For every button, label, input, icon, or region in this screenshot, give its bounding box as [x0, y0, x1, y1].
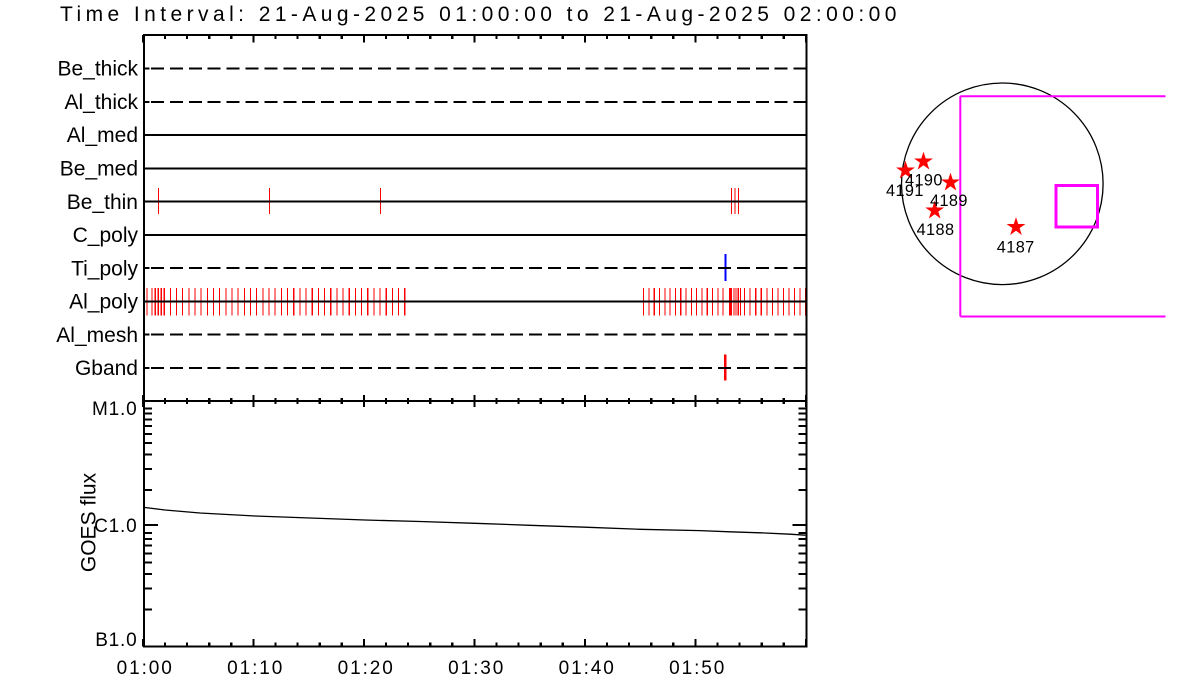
svg-text:C1.0: C1.0: [94, 516, 137, 537]
svg-text:4191: 4191: [886, 182, 924, 200]
svg-text:4189: 4189: [930, 192, 968, 210]
svg-text:Be_thick: Be_thick: [57, 58, 138, 81]
svg-text:Time Interval: 21-Aug-2025 01:: Time Interval: 21-Aug-2025 01:00:00 to 2…: [60, 3, 901, 26]
svg-text:4188: 4188: [917, 221, 955, 239]
svg-text:M1.0: M1.0: [92, 399, 137, 420]
svg-text:Al_mesh: Al_mesh: [56, 324, 138, 347]
svg-text:01:40: 01:40: [559, 658, 616, 679]
svg-text:Al_thick: Al_thick: [64, 91, 138, 114]
svg-text:Al_med: Al_med: [67, 124, 138, 147]
svg-text:C_poly: C_poly: [73, 224, 139, 247]
svg-text:01:10: 01:10: [227, 658, 284, 679]
svg-text:4187: 4187: [997, 238, 1035, 256]
svg-text:B1.0: B1.0: [95, 630, 137, 651]
svg-text:4190: 4190: [905, 172, 943, 190]
svg-text:Al_poly: Al_poly: [69, 291, 138, 314]
svg-text:Be_med: Be_med: [60, 158, 138, 181]
svg-text:01:50: 01:50: [669, 658, 726, 679]
svg-text:Be_thin: Be_thin: [67, 191, 138, 214]
svg-text:01:20: 01:20: [338, 658, 395, 679]
svg-text:Gband: Gband: [75, 357, 138, 380]
svg-text:Ti_poly: Ti_poly: [71, 257, 138, 280]
svg-text:01:00: 01:00: [117, 658, 174, 679]
svg-text:01:30: 01:30: [448, 658, 505, 679]
svg-text:GOES flux: GOES flux: [78, 472, 101, 572]
